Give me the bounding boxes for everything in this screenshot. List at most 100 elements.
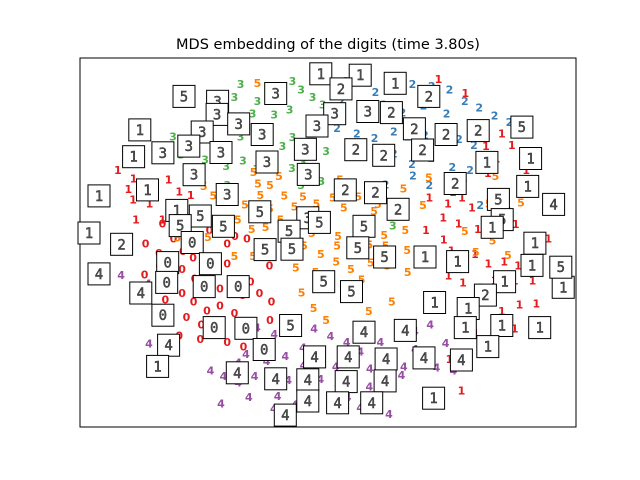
thumbnail-frame (510, 115, 534, 139)
digit-point-5: 5 (354, 191, 362, 204)
digit-point-2: 2 (390, 126, 398, 139)
thumbnail-digit-2: 2 (481, 288, 489, 304)
thumbnail-digit-5: 5 (354, 241, 362, 257)
thumbnail-frame (423, 291, 447, 314)
digit-point-5: 5 (200, 180, 208, 193)
digit-point-2: 2 (333, 122, 341, 135)
digit-point-5: 5 (332, 256, 340, 269)
thumbnail-digit-0: 0 (206, 257, 214, 273)
digit-thumbnail: 4 (157, 333, 181, 357)
digit-point-1: 1 (175, 186, 183, 199)
thumbnail-digit-3: 3 (271, 87, 279, 103)
digit-point-4: 4 (327, 330, 335, 343)
digit-point-4: 4 (400, 361, 408, 374)
digit-point-1: 1 (522, 164, 530, 177)
digit-thumbnail: 5 (211, 214, 235, 238)
digit-point-1: 1 (446, 353, 454, 366)
digit-point-0: 0 (189, 252, 197, 265)
thumbnail-frame (364, 181, 387, 205)
digit-point-4: 4 (117, 269, 125, 282)
thumbnail-frame (293, 137, 317, 161)
thumbnail-frame (528, 316, 552, 340)
digit-point-2: 2 (455, 133, 463, 146)
digit-point-1: 1 (129, 194, 137, 207)
digit-point-0: 0 (216, 282, 224, 295)
thumbnail-frame (303, 345, 327, 369)
thumbnail-frame (490, 314, 514, 337)
thumbnail-frame (434, 123, 458, 146)
digit-thumbnail: 1 (523, 231, 547, 255)
thumbnail-frame (473, 283, 497, 307)
thumbnail-digit-1: 1 (531, 236, 539, 252)
digit-point-4: 4 (356, 345, 364, 358)
digit-point-2: 2 (409, 170, 417, 183)
thumbnail-frame (151, 141, 175, 165)
thumbnail-digit-5: 5 (315, 215, 323, 231)
digit-point-1: 1 (132, 214, 140, 227)
digit-point-5: 5 (317, 248, 325, 261)
digit-point-1: 1 (165, 173, 173, 186)
thumbnail-digit-1: 1 (528, 258, 536, 274)
digit-point-5: 5 (333, 239, 341, 252)
digit-point-5: 5 (313, 197, 321, 210)
thumbnail-digit-3: 3 (364, 105, 372, 121)
thumbnail-frame (180, 231, 204, 254)
digit-point-0: 0 (142, 237, 150, 250)
digit-point-5: 5 (404, 266, 412, 279)
thumbnail-digit-4: 4 (367, 396, 375, 412)
thumbnail-digit-3: 3 (313, 119, 321, 135)
digit-point-3: 3 (231, 91, 239, 104)
digit-thumbnail: 5 (352, 214, 376, 238)
thumbnail-digit-1: 1 (85, 226, 93, 242)
thumbnail-digit-3: 3 (185, 139, 193, 155)
digit-point-4: 4 (270, 328, 278, 341)
digit-thumbnail: 4 (87, 262, 111, 286)
digit-point-4: 4 (398, 369, 406, 382)
digit-point-5: 5 (461, 225, 469, 238)
thumbnail-digit-5: 5 (219, 219, 227, 235)
digit-point-5: 5 (250, 166, 258, 179)
thumbnail-frame (312, 270, 336, 294)
thumbnail-digit-0: 0 (159, 308, 167, 324)
digit-point-0: 0 (196, 333, 204, 346)
thumbnail-digit-1: 1 (526, 152, 534, 168)
digit-thumbnail: 0 (156, 251, 180, 275)
digit-point-1: 1 (444, 197, 452, 210)
digit-point-5: 5 (419, 199, 427, 212)
digit-point-5: 5 (299, 191, 307, 204)
digit-point-3: 3 (222, 160, 230, 173)
digit-point-5: 5 (370, 205, 378, 218)
digit-thumbnail: 1 (516, 174, 540, 198)
thumbnail-digit-4: 4 (95, 267, 103, 283)
digit-thumbnail: 1 (122, 145, 146, 169)
digit-thumbnail: 1 (519, 147, 543, 170)
digit-thumbnail: 0 (202, 316, 226, 340)
thumbnail-digit-3: 3 (301, 142, 309, 158)
thumbnail-digit-3: 3 (223, 188, 231, 204)
digit-point-3: 3 (317, 175, 325, 188)
digit-thumbnail: 5 (253, 238, 277, 262)
digit-thumbnail: 1 (87, 184, 111, 208)
thumbnail-digit-2: 2 (410, 122, 418, 138)
digit-thumbnail: 1 (423, 291, 447, 314)
digit-thumbnail: 4 (393, 318, 417, 342)
digit-point-5: 5 (275, 170, 283, 183)
digit-point-2: 2 (470, 139, 478, 152)
digit-point-0: 0 (268, 296, 276, 309)
thumbnail-frame (449, 348, 473, 372)
thumbnail-frame (110, 232, 134, 256)
thumbnail-digit-2: 2 (387, 106, 395, 122)
digit-thumbnail: 4 (542, 192, 566, 216)
thumbnail-digit-5: 5 (261, 243, 269, 259)
thumbnail-digit-1: 1 (356, 68, 364, 84)
digit-point-0: 0 (223, 336, 231, 349)
digit-point-3: 3 (297, 84, 305, 97)
digit-thumbnail: 1 (413, 245, 437, 269)
thumbnail-frame (211, 214, 235, 238)
digit-thumbnail: 3 (250, 123, 274, 146)
thumbnail-digit-1: 1 (498, 319, 506, 335)
thumbnail-frame (155, 270, 179, 294)
thumbnail-digit-2: 2 (337, 82, 345, 98)
digit-thumbnail: 1 (475, 150, 499, 174)
digit-thumbnail: 2 (411, 138, 435, 162)
